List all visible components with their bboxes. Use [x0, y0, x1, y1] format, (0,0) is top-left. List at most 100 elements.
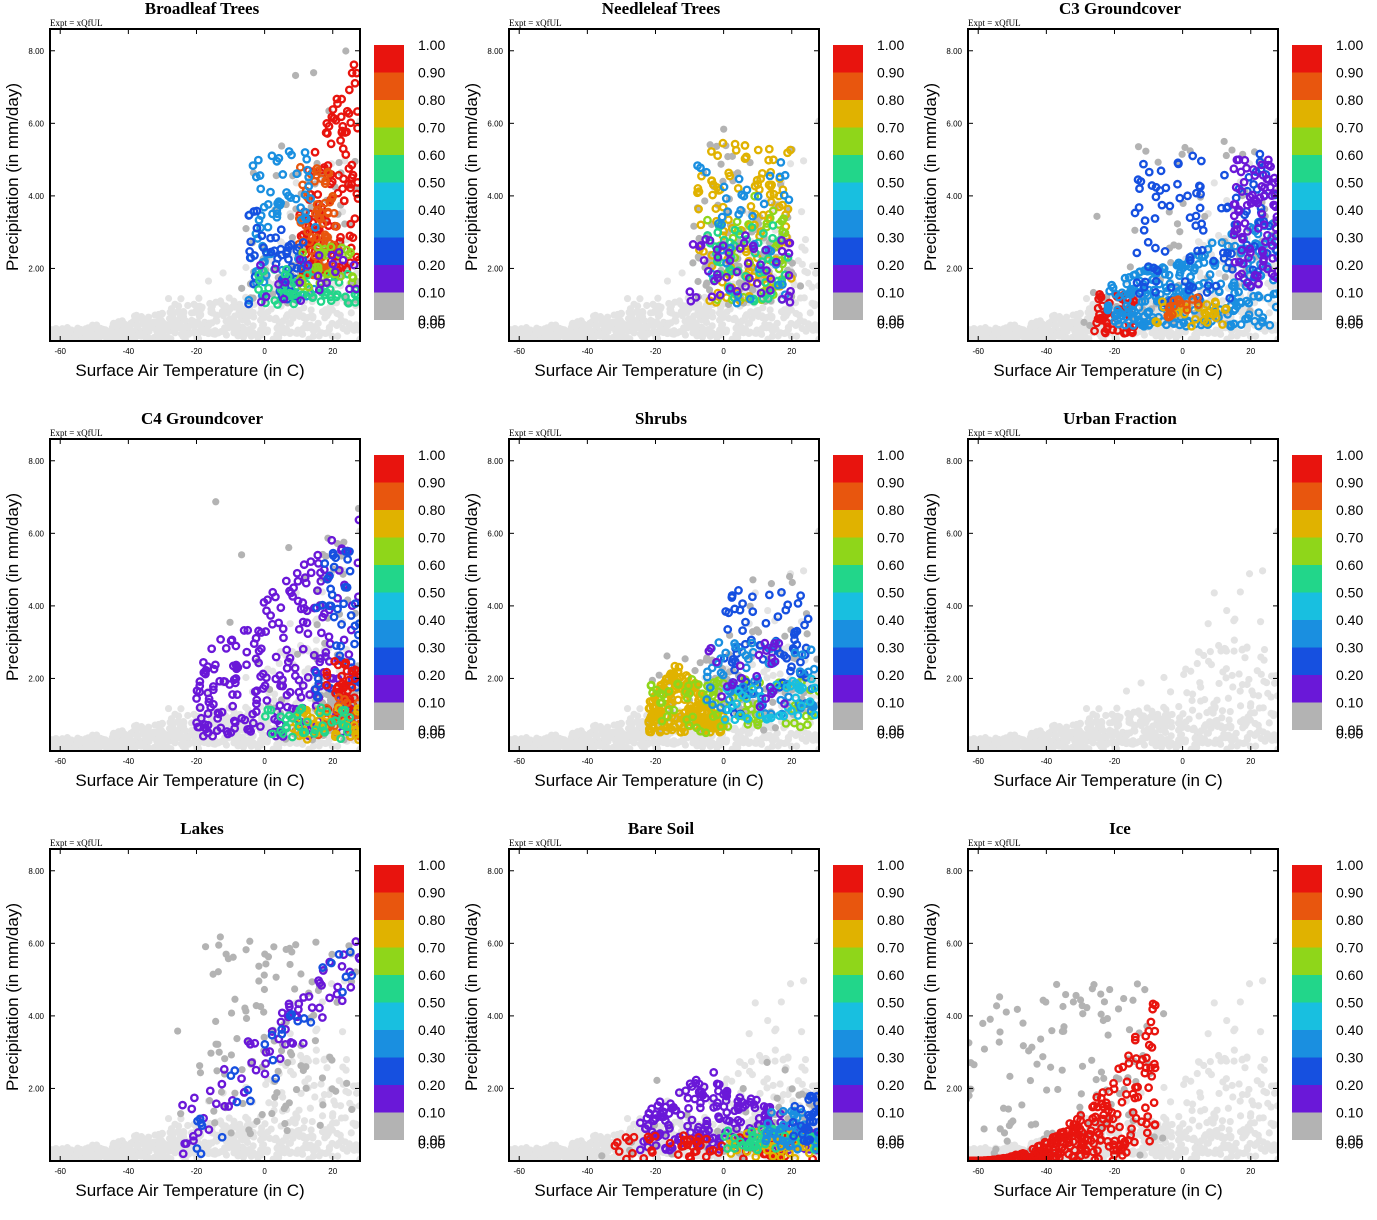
data-point [340, 601, 346, 607]
background-point [991, 332, 998, 339]
background-point [250, 741, 257, 748]
data-point [732, 141, 738, 147]
data-point [1232, 259, 1238, 265]
background-point [108, 327, 115, 334]
data-point [229, 691, 235, 697]
colorbar-swatch [1292, 265, 1322, 293]
data-point [1153, 194, 1159, 200]
colorbar-swatch [374, 128, 404, 156]
background-point [184, 302, 191, 309]
background-point [732, 325, 739, 332]
zero-fraction-point [702, 282, 709, 289]
data-point [344, 556, 350, 562]
data-point [295, 578, 301, 584]
background-point [321, 314, 328, 321]
x-tick-label: -20 [191, 347, 203, 356]
background-point [626, 309, 633, 316]
colorbar-swatch [1292, 45, 1322, 73]
background-point [1152, 332, 1159, 339]
background-point [641, 317, 648, 324]
background-point [99, 737, 106, 744]
colorbar-swatch [374, 45, 404, 73]
data-point [1201, 259, 1207, 265]
expt-label: Expt = xQfUL [509, 18, 562, 28]
background-point [342, 318, 349, 325]
zero-fraction-point [1170, 241, 1177, 248]
colorbar-label: 0.00 [418, 316, 445, 332]
colorbar-label: 0.10 [877, 285, 904, 301]
data-point [1243, 165, 1249, 171]
background-point [182, 317, 189, 324]
data-point [755, 147, 761, 153]
background-point [766, 322, 773, 329]
data-point [346, 651, 352, 657]
zero-fraction-point [1155, 159, 1162, 166]
data-point [273, 676, 279, 682]
data-point [734, 219, 740, 225]
background-point [348, 309, 355, 316]
data-point [269, 153, 275, 159]
x-tick-label: -20 [191, 757, 203, 766]
colorbar-label: 0.50 [418, 175, 445, 191]
colorbar-label: 0.70 [1336, 120, 1363, 136]
x-tick-label: 0 [262, 757, 267, 766]
data-point [1189, 153, 1195, 159]
background-point [221, 328, 228, 335]
x-axis-label: Surface Air Temperature (in C) [993, 361, 1222, 380]
data-point [273, 654, 279, 660]
data-point [1198, 221, 1204, 227]
background-point [633, 308, 640, 315]
x-tick-label: 20 [328, 757, 337, 766]
background-point [74, 735, 81, 742]
background-point [1085, 309, 1092, 316]
data-point [255, 157, 261, 163]
colorbar-swatch [833, 100, 863, 128]
colorbar-swatch [833, 155, 863, 183]
data-point [1207, 271, 1213, 277]
zero-fraction-point [342, 47, 349, 54]
data-point [1236, 207, 1242, 213]
expt-label: Expt = xQfUL [968, 18, 1021, 28]
background-point [680, 328, 687, 335]
background-point [800, 157, 807, 164]
data-point [301, 561, 307, 567]
background-point [1045, 320, 1052, 327]
data-point [761, 201, 767, 207]
background-point [84, 324, 91, 331]
zero-fraction-point [1228, 146, 1235, 153]
background-point [1038, 331, 1045, 338]
background-point [348, 324, 355, 331]
background-point [802, 236, 809, 243]
data-point [212, 662, 218, 668]
data-point [292, 665, 298, 671]
colorbar-label: 0.20 [1336, 257, 1363, 273]
colorbar-swatch [833, 73, 863, 101]
background-point [177, 295, 184, 302]
background-point [579, 331, 586, 338]
x-tick-label: -40 [582, 347, 594, 356]
data-point [259, 233, 265, 239]
expt-label: Expt = xQfUL [50, 428, 103, 438]
background-point [801, 318, 808, 325]
data-point [1265, 295, 1271, 301]
background-point [1015, 333, 1022, 340]
data-point [251, 640, 257, 646]
zero-fraction-point [1174, 220, 1181, 227]
background-point [759, 314, 766, 321]
background-point [758, 331, 765, 338]
zero-fraction-point [238, 551, 245, 558]
data-point [294, 570, 300, 576]
background-point [73, 332, 80, 339]
colorbar-label: 0.30 [1336, 230, 1363, 246]
data-point [1269, 255, 1275, 261]
data-point [687, 288, 693, 294]
data-point [704, 217, 710, 223]
background-point [543, 324, 550, 331]
zero-fraction-point [694, 278, 701, 285]
colorbar-swatch [1292, 238, 1322, 266]
data-point [742, 142, 748, 148]
data-point [228, 638, 234, 644]
zero-fraction-point [797, 282, 804, 289]
background-point [337, 312, 344, 319]
